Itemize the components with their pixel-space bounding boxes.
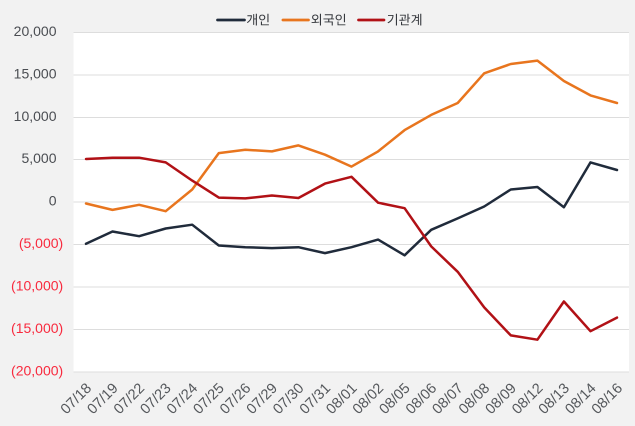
svg-text:(10,000): (10,000): [11, 278, 63, 294]
svg-text:5,000: 5,000: [21, 150, 56, 166]
svg-text:(15,000): (15,000): [11, 320, 63, 336]
svg-text:20,000: 20,000: [14, 23, 57, 39]
svg-text:15,000: 15,000: [14, 65, 57, 81]
svg-text:10,000: 10,000: [14, 108, 57, 124]
svg-text:(5,000): (5,000): [19, 235, 63, 251]
svg-text:(20,000): (20,000): [11, 362, 63, 378]
svg-text:0: 0: [49, 193, 57, 209]
